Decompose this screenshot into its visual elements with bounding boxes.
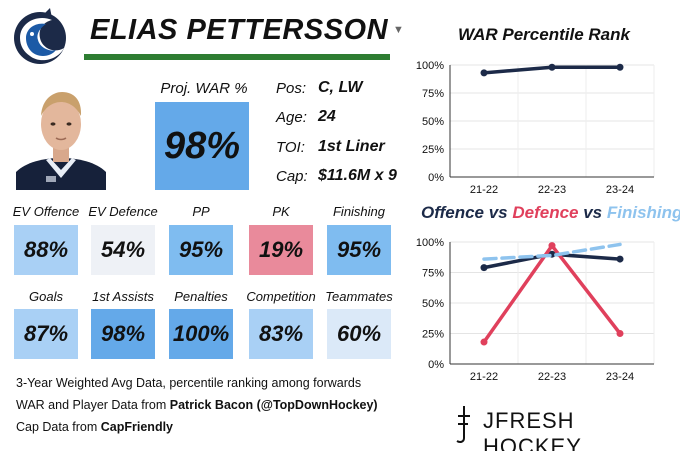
point-war	[548, 63, 556, 71]
title-offence: Offence	[421, 203, 484, 222]
cap-value: $11.6M x 9	[318, 167, 397, 184]
proj-war-value: 98%	[155, 102, 249, 190]
finishing-tile: 95%	[327, 225, 391, 275]
brand-name: JFRESH HOCKEY	[483, 408, 582, 451]
ev-defence-tile: 54%	[91, 225, 155, 275]
ovd-chart-title: Offence vs Defence vs Finishing	[421, 203, 680, 223]
x-tick-label: 22-23	[538, 184, 566, 196]
jfresh-logo-icon	[452, 404, 474, 444]
first-assists-tile: 98%	[91, 309, 155, 359]
penalties-label: Penalties	[174, 289, 228, 304]
pos-value: C, LW	[318, 79, 363, 96]
y-tick-label: 75%	[422, 88, 444, 100]
y-tick-label: 50%	[422, 298, 444, 310]
title-defence: Defence	[512, 203, 579, 222]
point-war	[616, 63, 624, 71]
point-defence	[548, 242, 556, 250]
war-percentile-chart: 0% 25% 50% 75% 100% 21-22 22-23 23-24	[416, 60, 655, 196]
y-tick-label: 50%	[422, 116, 444, 128]
point-offence	[616, 255, 624, 263]
header-underline	[84, 54, 390, 60]
footer-cap-source: Cap Data from CapFriendly	[16, 420, 173, 434]
ev-defence-label: EV Defence	[88, 204, 158, 219]
x-tick-label: 21-22	[470, 371, 498, 383]
cap-label: Cap:	[276, 168, 308, 185]
ev-offence-tile: 88%	[14, 225, 78, 275]
point-defence	[480, 338, 488, 346]
player-name: ELIAS PETTERSSON	[90, 14, 389, 46]
y-tick-label: 100%	[416, 237, 444, 249]
pk-tile: 19%	[249, 225, 313, 275]
y-tick-label: 75%	[422, 268, 444, 280]
footer-war-source: WAR and Player Data from Patrick Bacon (…	[16, 398, 378, 412]
x-tick-label: 23-24	[606, 184, 634, 196]
competition-label: Competition	[246, 289, 316, 304]
y-tick-label: 25%	[422, 144, 444, 156]
goals-label: Goals	[29, 289, 63, 304]
pp-tile: 95%	[169, 225, 233, 275]
first-assists-label: 1st Assists	[92, 289, 154, 304]
x-tick-label: 23-24	[606, 371, 634, 383]
teammates-label: Teammates	[325, 289, 393, 304]
finishing-label: Finishing	[332, 204, 386, 219]
player-photo	[16, 80, 106, 190]
age-value: 24	[318, 108, 336, 125]
pk-label: PK	[272, 204, 290, 219]
pos-label: Pos:	[276, 80, 307, 97]
age-label: Age:	[276, 109, 307, 126]
point-war	[480, 69, 488, 77]
competition-tile: 83%	[249, 309, 313, 359]
point-offence	[480, 264, 488, 272]
offence-defence-finishing-chart: 0% 25% 50% 75% 100% 21-22 22-23 23-24	[416, 237, 655, 383]
x-tick-label: 22-23	[538, 371, 566, 383]
series-line-defence	[482, 243, 622, 344]
footer-war-source-prefix: WAR and Player Data from	[16, 398, 170, 412]
y-tick-label: 100%	[416, 60, 444, 72]
point-defence	[616, 330, 624, 337]
toi-value: 1st Liner	[318, 138, 385, 155]
proj-war-label: Proj. WAR %	[160, 80, 248, 97]
x-tick-label: 21-22	[470, 184, 498, 196]
ev-offence-label: EV Offence	[12, 204, 80, 219]
title-vs-2: vs	[578, 203, 607, 222]
footer-note: 3-Year Weighted Avg Data, percentile ran…	[16, 376, 362, 390]
team-logo-icon	[10, 8, 72, 66]
title-vs-1: vs	[484, 203, 513, 222]
penalties-tile: 100%	[169, 309, 233, 359]
war-chart-title: WAR Percentile Rank	[458, 25, 630, 44]
footer-cap-source-prefix: Cap Data from	[16, 420, 101, 434]
y-tick-label: 0%	[428, 359, 444, 371]
goals-tile: 87%	[14, 309, 78, 359]
y-tick-label: 25%	[422, 329, 444, 341]
teammates-tile: 60%	[327, 309, 391, 359]
toi-label: TOI:	[276, 139, 305, 156]
chevron-down-icon[interactable]: ▼	[393, 24, 404, 36]
pp-label: PP	[192, 204, 210, 219]
footer-war-source-name: Patrick Bacon (@TopDownHockey)	[169, 398, 378, 412]
y-tick-label: 0%	[428, 172, 444, 184]
title-finishing: Finishing	[606, 203, 680, 222]
footer-cap-source-name: CapFriendly	[100, 420, 174, 434]
series-line-finishing	[482, 242, 622, 261]
